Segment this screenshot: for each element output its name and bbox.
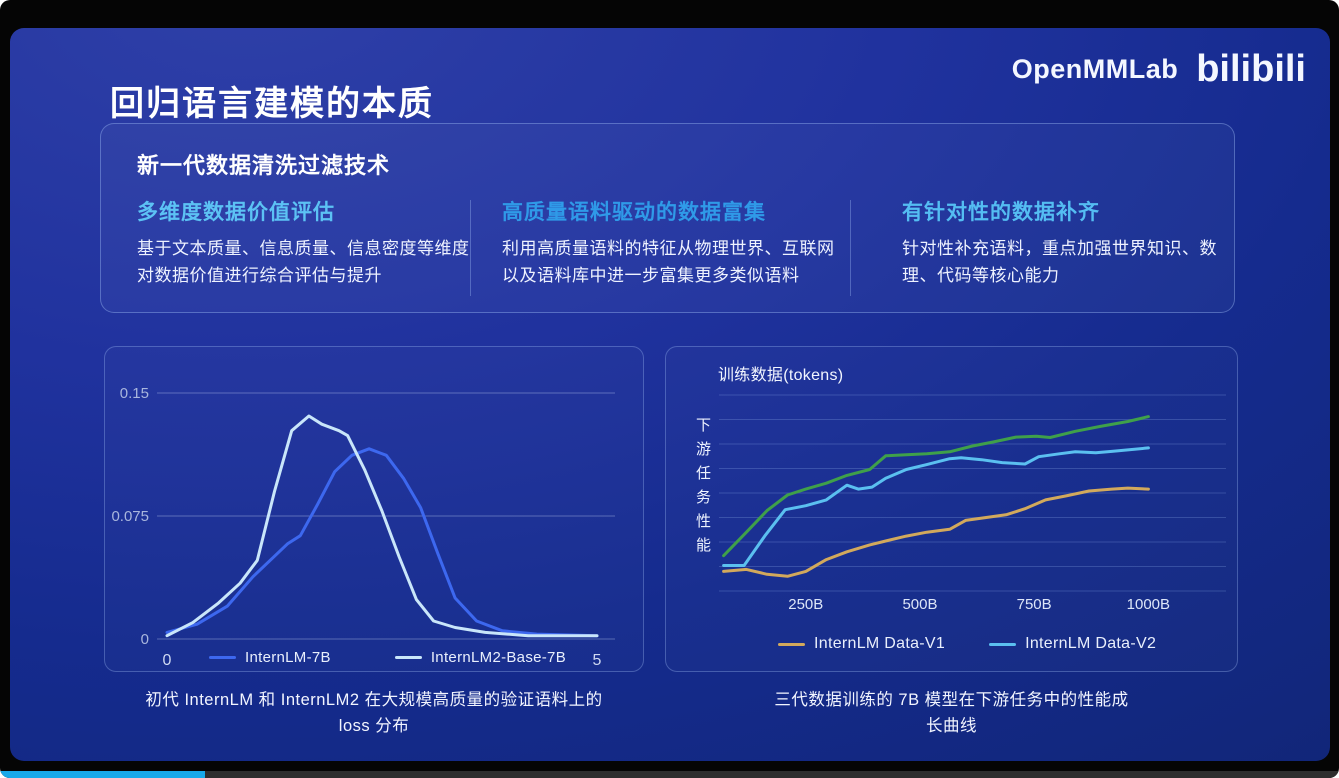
caption-line: 三代数据训练的 7B 模型在下游任务中的性能成 — [774, 691, 1129, 709]
svg-text:0: 0 — [141, 631, 149, 648]
legend-label: InternLM Data-V1 — [814, 635, 946, 652]
caption-line: loss 分布 — [338, 716, 410, 735]
legend-label: InternLM2-Base-7B — [430, 649, 567, 666]
loss-chart-svg: 0 0.075 0.15 0 5 — [111, 385, 615, 669]
openmmlab-logo: OpenMMLab — [1011, 54, 1179, 84]
legend-label: InternLM Data-V2 — [1025, 635, 1157, 652]
video-progress-bar[interactable] — [0, 771, 1339, 778]
panel-header: 新一代数据清洗过滤技术 — [137, 153, 391, 178]
svg-text:1000B: 1000B — [1127, 596, 1170, 613]
legend-item-data-v1: InternLM Data-V1 — [778, 635, 945, 653]
feature-column-1: 多维度数据价值评估 基于文本质量、信息质量、信息密度等维度对数据价值进行综合评估… — [137, 196, 470, 296]
perf-chart-ylabel: 下游任务性能 — [694, 417, 711, 561]
feature-heading-3: 有针对性的数据补齐 — [902, 201, 1100, 224]
legend-line-internlm2-base-7b-icon — [394, 656, 422, 659]
legend-line-internlm-7b-icon — [209, 656, 236, 659]
perf-chart-caption: 三代数据训练的 7B 模型在下游任务中的性能成 长曲线 — [665, 688, 1238, 739]
loss-chart-legend: InternLM-7B InternLM2-Base-7B — [209, 649, 566, 666]
column-divider — [470, 200, 471, 296]
page-title: 回归语言建模的本质 — [110, 85, 434, 123]
svg-text:5: 5 — [593, 652, 602, 669]
legend-label: InternLM-7B — [245, 649, 331, 666]
feature-columns: 多维度数据价值评估 基于文本质量、信息质量、信息密度等维度对数据价值进行综合评估… — [101, 196, 1234, 296]
svg-text:500B: 500B — [902, 596, 937, 613]
perf-chart-title: 训练数据(tokens) — [718, 367, 844, 384]
feature-body-3: 针对性补充语料，重点加强世界知识、数理、代码等核心能力 — [902, 239, 1217, 286]
legend-item-internlm2-base-7b: InternLM2-Base-7B — [394, 649, 567, 666]
svg-text:0.15: 0.15 — [120, 385, 149, 402]
video-progress-played — [0, 771, 205, 778]
bilibili-logo: bilibili — [1196, 48, 1306, 90]
feature-column-3: 有针对性的数据补齐 针对性补充语料，重点加强世界知识、数理、代码等核心能力 — [851, 196, 1229, 296]
perf-chart-legend: InternLM Data-V1 InternLM Data-V2 — [778, 635, 1156, 653]
legend-item-data-v2: InternLM Data-V2 — [989, 635, 1156, 653]
perf-chart-card: 训练数据(tokens) 下游任务性能 250B 500B 750B 1000B In… — [665, 346, 1238, 672]
feature-body-1: 基于文本质量、信息质量、信息密度等维度对数据价值进行综合评估与提升 — [137, 239, 470, 286]
legend-line-data-v2-icon — [989, 642, 1017, 646]
caption-line: 初代 InternLM 和 InternLM2 在大规模高质量的验证语料上的 — [145, 691, 603, 709]
perf-chart-svg: 250B 500B 750B 1000B — [719, 394, 1226, 613]
svg-text:0.075: 0.075 — [111, 508, 149, 525]
caption-line: 长曲线 — [926, 716, 977, 735]
slide: OpenMMLab bilibili 回归语言建模的本质 新一代数据清洗过滤技术… — [10, 28, 1330, 761]
legend-item-internlm-7b: InternLM-7B — [209, 649, 331, 666]
legend-line-data-v1-icon — [778, 642, 805, 646]
svg-text:250B: 250B — [788, 596, 823, 613]
svg-text:750B: 750B — [1017, 596, 1052, 613]
svg-text:0: 0 — [163, 652, 172, 669]
loss-chart-caption: 初代 InternLM 和 InternLM2 在大规模高质量的验证语料上的 l… — [104, 688, 644, 739]
feature-column-2: 高质量语料驱动的数据富集 利用高质量语料的特征从物理世界、互联网以及语料库中进一… — [471, 196, 850, 296]
tech-panel: 新一代数据清洗过滤技术 多维度数据价值评估 基于文本质量、信息质量、信息密度等维… — [100, 123, 1235, 313]
logo-row: OpenMMLab bilibili — [1012, 48, 1306, 91]
loss-chart-card: 0 0.075 0.15 0 5 InternLM-7B InternLM2-Base-… — [104, 346, 644, 672]
feature-heading-1: 多维度数据价值评估 — [137, 201, 335, 224]
column-divider — [850, 200, 851, 296]
feature-heading-2: 高质量语料驱动的数据富集 — [502, 201, 766, 224]
feature-body-2: 利用高质量语料的特征从物理世界、互联网以及语料库中进一步富集更多类似语料 — [502, 239, 835, 286]
